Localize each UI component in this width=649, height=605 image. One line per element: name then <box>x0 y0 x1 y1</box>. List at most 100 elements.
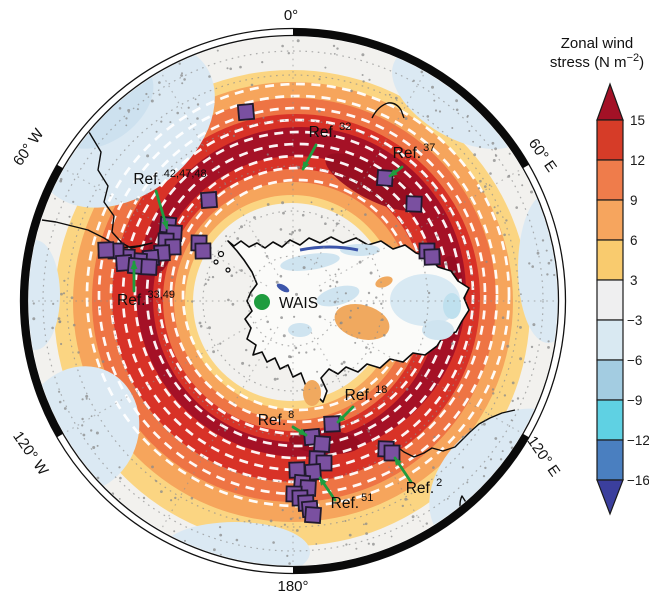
stipple-dot <box>196 117 199 120</box>
stipple-dot <box>485 260 488 263</box>
stipple-dot <box>466 114 469 117</box>
stipple-dot <box>394 96 398 100</box>
stipple-dot <box>545 249 548 252</box>
stipple-dot <box>32 317 36 321</box>
stipple-dot <box>204 282 207 286</box>
latitude-circle <box>66 74 520 528</box>
stipple-dot <box>149 237 153 241</box>
stipple-dot <box>60 292 63 296</box>
stipple-dot <box>324 222 327 225</box>
stipple-dot <box>426 179 429 182</box>
stipple-dot <box>355 547 358 550</box>
svg-text:−16: −16 <box>627 473 649 488</box>
stipple-dot <box>390 535 393 538</box>
stipple-dot <box>541 239 545 242</box>
site-marker <box>423 248 441 266</box>
stipple-dot <box>70 296 74 300</box>
stipple-dot <box>262 340 265 343</box>
colorbar-title-line1: Zonal wind <box>561 35 634 52</box>
stipple-dot <box>363 523 365 526</box>
stipple-dots <box>32 39 556 565</box>
stipple-dot <box>397 352 400 355</box>
stipple-dot <box>118 107 122 110</box>
stipple-dot <box>506 344 510 348</box>
site-marker <box>200 191 218 209</box>
stipple-dot <box>345 543 348 546</box>
stipple-dot <box>444 262 448 266</box>
stipple-dot <box>184 539 186 542</box>
stipple-dot <box>511 399 514 403</box>
stipple-dot <box>320 383 324 387</box>
stipple-dot <box>455 99 458 103</box>
colorbar-title-line2: stress (N m−2) <box>550 52 644 71</box>
stipple-dot <box>368 78 371 81</box>
stipple-dot <box>344 520 347 522</box>
stipple-dot <box>455 108 459 112</box>
svg-text:−6: −6 <box>627 353 642 368</box>
stipple-dot <box>547 340 550 343</box>
stipple-dot <box>388 93 391 96</box>
stipple-dot <box>180 74 184 77</box>
stipple-dot <box>219 553 222 556</box>
latitude-circle <box>202 210 384 392</box>
stipple-dot <box>219 526 222 529</box>
stipple-dot <box>181 72 183 75</box>
latitude-circle <box>42 50 544 552</box>
stipple-dot <box>364 522 368 526</box>
stipple-dot <box>503 233 506 237</box>
site-marker <box>194 242 212 260</box>
site-marker <box>313 435 331 453</box>
svg-text:6: 6 <box>630 233 638 248</box>
stipple-dot <box>219 342 222 345</box>
stipple-dot <box>98 308 101 310</box>
stipple-dot <box>294 229 296 232</box>
stipple-dot <box>369 351 372 354</box>
stipple-dot <box>369 271 373 275</box>
stipple-dot <box>494 437 498 440</box>
map-area <box>28 36 558 566</box>
stipple-dot <box>318 78 321 81</box>
stipple-dot <box>285 366 287 368</box>
stipple-dot <box>96 476 100 480</box>
stipple-dot <box>361 74 364 76</box>
stipple-dot <box>118 466 121 469</box>
stipple-dot <box>63 279 66 282</box>
stipple-dot <box>223 429 227 432</box>
ref-33-49-label: Ref. 33,49 <box>117 289 175 309</box>
stipple-dot <box>491 141 495 145</box>
stipple-dot <box>283 523 286 526</box>
ref-37-label: Ref. 37 <box>393 142 436 162</box>
stipple-dot <box>174 496 177 500</box>
stipple-dot <box>265 366 268 369</box>
stipple-dot <box>550 259 553 262</box>
stipple-dot <box>289 517 293 521</box>
stipple-dot <box>511 381 515 385</box>
rim-label-60w: 60° W <box>10 125 48 169</box>
stipple-dot <box>190 496 194 500</box>
stipple-dot <box>472 140 474 143</box>
stipple-dot <box>207 278 210 281</box>
stipple-dot <box>332 44 336 48</box>
stipple-dot <box>125 117 128 120</box>
stipple-dot <box>136 108 139 111</box>
stipple-dot <box>57 317 61 320</box>
stipple-dot <box>212 350 216 354</box>
graticule <box>31 39 555 563</box>
stipple-dot <box>187 106 190 109</box>
stipple-dot <box>530 345 534 349</box>
stipple-dot <box>241 361 245 365</box>
ref-32-label: Ref. 32 <box>309 121 352 141</box>
meridian-line <box>307 73 425 276</box>
stipple-dot <box>236 237 240 240</box>
ref-18-label: Ref. 18 <box>345 384 388 404</box>
latitude-circle <box>157 165 429 437</box>
colorbar-arrow-top <box>596 82 624 121</box>
stipple-dot <box>118 498 121 500</box>
stipple-dot <box>339 322 342 325</box>
stipple-dot <box>468 130 471 132</box>
stipple-dot <box>315 543 318 545</box>
stipple-dot <box>348 533 352 537</box>
stipple-dot <box>273 377 277 381</box>
stipple-dot <box>296 39 300 43</box>
stipple-dot <box>281 44 284 48</box>
